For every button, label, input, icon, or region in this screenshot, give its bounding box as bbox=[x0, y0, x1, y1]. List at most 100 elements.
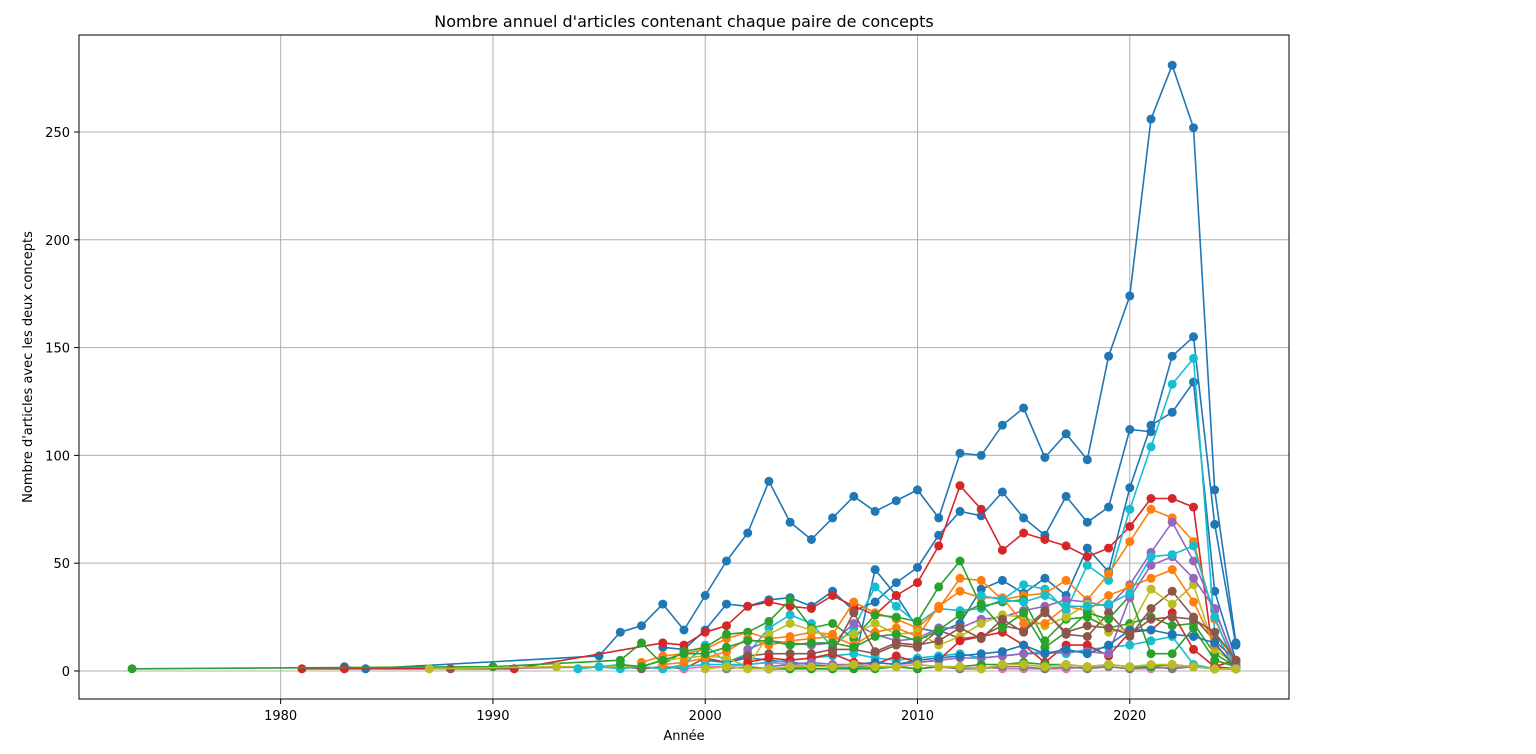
data-point bbox=[297, 664, 307, 674]
data-point bbox=[891, 662, 901, 672]
data-point bbox=[1019, 403, 1029, 413]
data-point bbox=[891, 612, 901, 622]
data-point bbox=[1189, 353, 1198, 363]
series-layer bbox=[127, 60, 1241, 674]
data-point bbox=[1210, 627, 1220, 637]
data-point bbox=[891, 496, 901, 506]
data-point bbox=[1104, 591, 1114, 600]
data-point bbox=[1146, 660, 1156, 669]
data-point bbox=[127, 664, 137, 674]
data-point bbox=[1061, 601, 1071, 611]
data-point bbox=[913, 563, 922, 572]
data-point bbox=[1125, 483, 1135, 493]
data-point bbox=[1167, 550, 1177, 560]
data-point bbox=[934, 625, 944, 635]
data-point bbox=[1125, 504, 1135, 514]
data-point bbox=[828, 632, 838, 641]
data-point bbox=[828, 662, 838, 672]
data-point bbox=[806, 662, 816, 672]
data-point bbox=[1125, 588, 1135, 598]
data-point bbox=[955, 586, 965, 596]
data-point bbox=[1146, 584, 1156, 594]
data-point bbox=[1104, 608, 1114, 618]
data-point bbox=[955, 610, 965, 620]
y-tick-label: 0 bbox=[62, 665, 70, 680]
data-point bbox=[1146, 573, 1156, 583]
data-point bbox=[1019, 660, 1029, 669]
data-point bbox=[1061, 575, 1071, 585]
data-point bbox=[764, 664, 774, 674]
data-point bbox=[955, 556, 965, 566]
data-point bbox=[1104, 660, 1114, 669]
data-point bbox=[1125, 629, 1135, 639]
data-point bbox=[700, 627, 710, 637]
data-point bbox=[891, 601, 901, 611]
data-point bbox=[1189, 541, 1198, 551]
data-point bbox=[1167, 612, 1177, 622]
data-point bbox=[1189, 332, 1198, 342]
data-point bbox=[722, 556, 731, 566]
data-point bbox=[1082, 455, 1092, 465]
data-point bbox=[870, 506, 880, 516]
data-point bbox=[997, 595, 1007, 605]
data-point bbox=[785, 662, 795, 672]
data-point bbox=[849, 629, 859, 639]
data-point bbox=[997, 660, 1007, 669]
data-point bbox=[1104, 599, 1114, 609]
data-point bbox=[1019, 627, 1029, 637]
data-point bbox=[976, 664, 986, 674]
data-point bbox=[722, 621, 731, 631]
data-point bbox=[870, 597, 880, 607]
data-point bbox=[849, 608, 859, 618]
data-point bbox=[1019, 608, 1029, 618]
data-point bbox=[743, 636, 753, 646]
data-point bbox=[1104, 623, 1114, 633]
data-point bbox=[1061, 612, 1071, 622]
data-point bbox=[594, 662, 604, 672]
data-point bbox=[1082, 560, 1092, 570]
data-point bbox=[1104, 543, 1114, 553]
data-point bbox=[785, 517, 795, 527]
data-point bbox=[615, 660, 625, 669]
data-point bbox=[679, 625, 689, 635]
data-point bbox=[1040, 642, 1050, 652]
data-point bbox=[785, 610, 795, 620]
data-point bbox=[764, 616, 774, 626]
data-point bbox=[764, 653, 774, 663]
data-point bbox=[1146, 494, 1156, 503]
data-point bbox=[424, 664, 434, 674]
data-point bbox=[1189, 597, 1198, 607]
data-point bbox=[955, 481, 965, 491]
data-point bbox=[339, 664, 349, 674]
data-point bbox=[849, 660, 859, 669]
data-point bbox=[1146, 604, 1156, 613]
data-point bbox=[1167, 649, 1177, 659]
data-point bbox=[637, 621, 646, 631]
y-tick-label: 200 bbox=[45, 234, 70, 249]
data-point bbox=[552, 662, 562, 672]
data-point bbox=[934, 541, 944, 551]
data-point bbox=[891, 578, 901, 588]
data-point bbox=[828, 513, 838, 523]
data-point bbox=[764, 623, 774, 633]
data-point bbox=[1061, 491, 1071, 501]
data-point bbox=[1189, 644, 1198, 654]
data-point bbox=[1167, 351, 1177, 361]
data-point bbox=[1146, 420, 1156, 430]
data-point bbox=[1019, 597, 1029, 607]
data-point bbox=[976, 634, 986, 644]
data-point bbox=[764, 597, 774, 607]
data-point bbox=[806, 625, 816, 635]
series-line bbox=[344, 64, 1237, 670]
data-point bbox=[700, 642, 710, 652]
data-point bbox=[913, 640, 922, 650]
data-point bbox=[891, 591, 901, 600]
data-point bbox=[1019, 528, 1029, 538]
data-point bbox=[1231, 655, 1241, 665]
data-point bbox=[1019, 513, 1029, 523]
y-axis-label: Nombre d'articles avec les deux concepts bbox=[21, 231, 36, 503]
data-point bbox=[1210, 655, 1220, 665]
data-point bbox=[488, 662, 498, 672]
data-point bbox=[1040, 591, 1050, 600]
data-point bbox=[828, 647, 838, 657]
